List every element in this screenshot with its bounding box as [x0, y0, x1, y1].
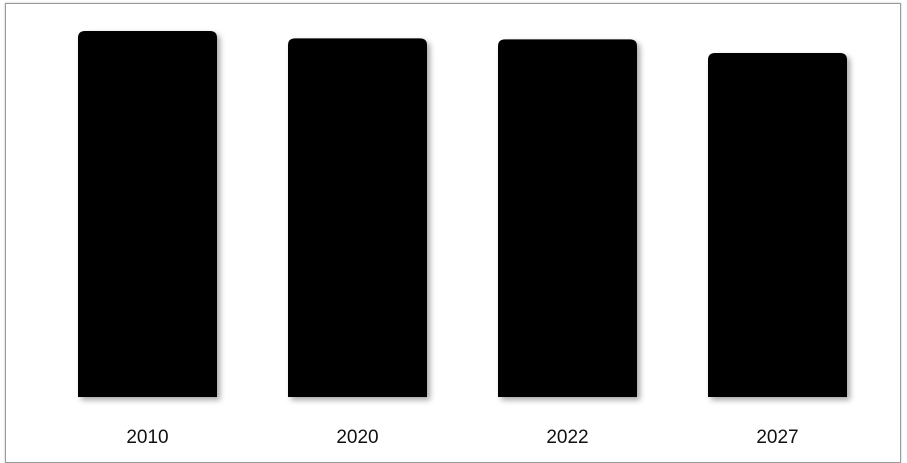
bar-2022 — [498, 39, 637, 397]
bar-chart: 2010 2020 2022 2027 — [78, 31, 847, 448]
x-tick-labels: 2010 2020 2022 2027 — [126, 427, 798, 448]
bar-2027 — [708, 52, 847, 398]
x-tick-label-2020: 2020 — [336, 427, 378, 448]
bar-2010 — [78, 31, 217, 397]
x-tick-label-2022: 2022 — [546, 427, 588, 448]
x-tick-label-2027: 2027 — [756, 427, 798, 448]
bar-2020 — [288, 38, 427, 397]
bars-group — [78, 31, 847, 398]
x-tick-label-2010: 2010 — [126, 427, 168, 448]
